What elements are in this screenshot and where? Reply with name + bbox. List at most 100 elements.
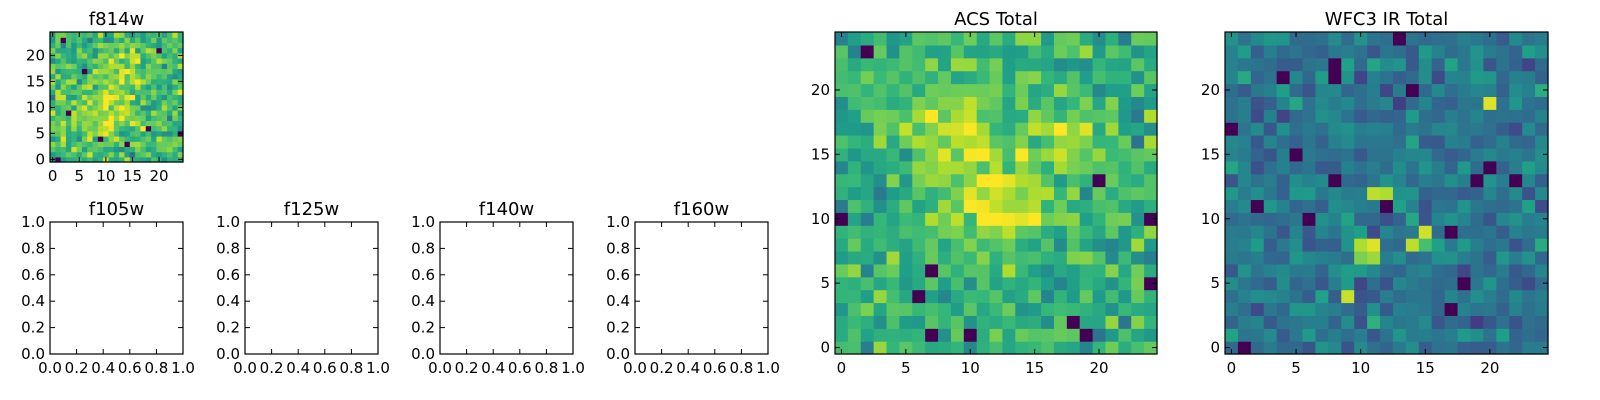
- heatmap-cell: [1367, 328, 1381, 342]
- heatmap-cell: [1535, 250, 1549, 265]
- heatmap-cell: [1276, 83, 1291, 97]
- heatmap-cell: [140, 32, 147, 38]
- heatmap-cell: [1444, 57, 1459, 72]
- heatmap-cell: [113, 42, 120, 49]
- heatmap-cell: [1015, 341, 1029, 355]
- heatmap-cell: [1328, 263, 1342, 278]
- x-tick-label: 0.2: [65, 359, 89, 377]
- heatmap-cell: [50, 63, 56, 69]
- heatmap-cell: [1015, 199, 1029, 213]
- heatmap-cell: [1444, 32, 1459, 46]
- heatmap-cell: [1041, 250, 1055, 265]
- heatmap-cell: [1263, 83, 1278, 97]
- heatmap-cell: [1418, 315, 1433, 329]
- heatmap-cell: [1444, 173, 1459, 188]
- heatmap-cell: [1457, 186, 1472, 201]
- heatmap-cell: [167, 141, 173, 147]
- heatmap-cell: [119, 84, 126, 90]
- heatmap-cell: [899, 263, 913, 278]
- heatmap-cell: [912, 212, 926, 226]
- heatmap-cell: [1380, 173, 1394, 188]
- heatmap-cell: [912, 135, 926, 149]
- heatmap-cell: [938, 147, 952, 162]
- heatmap-cell: [1341, 173, 1355, 188]
- heatmap-cell: [1522, 302, 1536, 316]
- heatmap-cell: [1483, 109, 1497, 123]
- heatmap-cell: [1392, 250, 1407, 265]
- x-tick-label: 0.0: [428, 359, 452, 377]
- heatmap-cell: [1302, 199, 1317, 213]
- heatmap-cell: [1457, 32, 1472, 46]
- heatmap-cell: [925, 147, 939, 162]
- heatmap-cell: [1066, 315, 1081, 329]
- heatmap-cell: [835, 135, 849, 149]
- chart-title: WFC3 IR Total: [1325, 9, 1448, 30]
- heatmap-cell: [1028, 250, 1042, 265]
- heatmap-cell: [1079, 122, 1094, 136]
- heatmap-cell: [1237, 70, 1252, 85]
- heatmap-cell: [103, 73, 110, 80]
- heatmap-cell: [156, 115, 163, 121]
- heatmap-cell: [172, 84, 179, 90]
- heatmap-cell: [161, 125, 168, 132]
- heatmap-cell: [1392, 263, 1407, 278]
- heatmap-cell: [835, 199, 849, 213]
- heatmap-cell: [976, 276, 991, 291]
- heatmap-cell: [87, 104, 94, 111]
- heatmap-cell: [873, 32, 888, 46]
- heatmap-cell: [1315, 341, 1329, 355]
- heatmap-cell: [1315, 199, 1329, 213]
- heatmap-cell: [1302, 173, 1317, 188]
- heatmap-cell: [1367, 302, 1381, 316]
- heatmap-cell: [963, 83, 978, 97]
- heatmap-cell: [925, 109, 939, 123]
- heatmap-cell: [1522, 212, 1536, 226]
- heatmap-cell: [1354, 160, 1368, 175]
- heatmap-cell: [81, 125, 88, 132]
- heatmap-cell: [1092, 83, 1107, 97]
- heatmap-cell: [113, 125, 120, 132]
- heatmap-cell: [847, 238, 862, 252]
- heatmap-cell: [1092, 122, 1107, 136]
- heatmap-cell: [899, 315, 913, 329]
- heatmap-cell: [1263, 44, 1278, 59]
- heatmap-cell: [1483, 160, 1497, 175]
- heatmap-cell: [938, 160, 952, 175]
- heatmap-cell: [129, 104, 136, 111]
- heatmap-cell: [76, 84, 83, 90]
- heatmap-cell: [60, 89, 67, 95]
- heatmap-cell: [1276, 135, 1291, 149]
- heatmap-cell: [1131, 135, 1145, 149]
- heatmap-cell: [92, 58, 99, 64]
- heatmap-cell: [124, 104, 131, 111]
- heatmap-cell: [1250, 315, 1265, 329]
- heatmap-cell: [847, 250, 862, 265]
- heatmap-cell: [1066, 44, 1081, 59]
- heatmap-cell: [1118, 57, 1132, 72]
- heatmap-cell: [1002, 341, 1016, 355]
- heatmap-cell: [1457, 147, 1472, 162]
- heatmap-cell: [1015, 238, 1029, 252]
- heatmap-cell: [177, 37, 184, 43]
- heatmap-cell: [71, 84, 78, 90]
- heatmap-cell: [1483, 225, 1497, 239]
- heatmap-cell: [1079, 263, 1094, 278]
- heatmap-cell: [76, 141, 83, 147]
- heatmap-cell: [860, 341, 875, 355]
- heatmap-cell: [156, 104, 163, 111]
- y-tick-label: 0.6: [411, 266, 435, 284]
- heatmap-cell: [1354, 70, 1368, 85]
- heatmap-cell: [113, 89, 120, 95]
- heatmap-cell: [835, 173, 849, 188]
- heatmap-cell: [172, 130, 179, 137]
- heatmap-cell: [1079, 32, 1094, 46]
- heatmap-cell: [1263, 238, 1278, 252]
- heatmap-cell: [1302, 315, 1317, 329]
- heatmap-cell: [1225, 302, 1239, 316]
- heatmap-cell: [113, 110, 120, 116]
- heatmap-cell: [847, 199, 862, 213]
- heatmap-cell: [1470, 173, 1484, 188]
- heatmap-cell: [119, 73, 126, 80]
- heatmap-cell: [1483, 70, 1497, 85]
- heatmap-cell: [81, 151, 88, 158]
